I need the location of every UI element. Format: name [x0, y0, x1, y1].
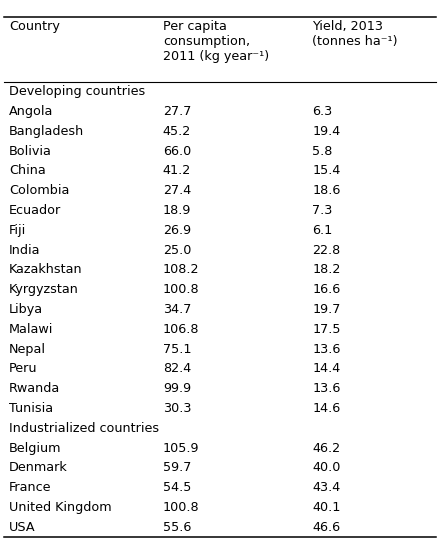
Text: Per capita
consumption,
2011 (kg year⁻¹): Per capita consumption, 2011 (kg year⁻¹): [163, 20, 269, 63]
Text: India: India: [9, 244, 40, 257]
Text: China: China: [9, 164, 46, 178]
Text: 43.4: 43.4: [312, 481, 341, 494]
Text: Colombia: Colombia: [9, 184, 69, 197]
Text: 100.8: 100.8: [163, 283, 199, 296]
Text: 5.8: 5.8: [312, 145, 333, 158]
Text: 17.5: 17.5: [312, 323, 341, 336]
Text: Peru: Peru: [9, 362, 37, 376]
Text: Libya: Libya: [9, 303, 43, 316]
Text: 22.8: 22.8: [312, 244, 341, 257]
Text: 18.9: 18.9: [163, 204, 191, 217]
Text: 75.1: 75.1: [163, 343, 191, 356]
Text: 41.2: 41.2: [163, 164, 191, 178]
Text: 54.5: 54.5: [163, 481, 191, 494]
Text: 18.6: 18.6: [312, 184, 341, 197]
Text: 106.8: 106.8: [163, 323, 199, 336]
Text: 30.3: 30.3: [163, 402, 191, 415]
Text: 82.4: 82.4: [163, 362, 191, 376]
Text: Kyrgyzstan: Kyrgyzstan: [9, 283, 79, 296]
Text: 40.1: 40.1: [312, 501, 341, 514]
Text: 19.7: 19.7: [312, 303, 341, 316]
Text: 13.6: 13.6: [312, 382, 341, 395]
Text: 7.3: 7.3: [312, 204, 333, 217]
Text: Denmark: Denmark: [9, 461, 68, 475]
Text: 18.2: 18.2: [312, 263, 341, 277]
Text: Tunisia: Tunisia: [9, 402, 53, 415]
Text: 16.6: 16.6: [312, 283, 341, 296]
Text: 99.9: 99.9: [163, 382, 191, 395]
Text: 6.3: 6.3: [312, 105, 333, 118]
Text: 45.2: 45.2: [163, 125, 191, 138]
Text: Rwanda: Rwanda: [9, 382, 60, 395]
Text: 19.4: 19.4: [312, 125, 341, 138]
Text: Malawi: Malawi: [9, 323, 53, 336]
Text: Ecuador: Ecuador: [9, 204, 61, 217]
Text: 27.4: 27.4: [163, 184, 191, 197]
Text: Angola: Angola: [9, 105, 53, 118]
Text: 34.7: 34.7: [163, 303, 191, 316]
Text: 59.7: 59.7: [163, 461, 191, 475]
Text: 25.0: 25.0: [163, 244, 191, 257]
Text: Belgium: Belgium: [9, 442, 61, 455]
Text: 26.9: 26.9: [163, 224, 191, 237]
Text: 6.1: 6.1: [312, 224, 333, 237]
Text: 100.8: 100.8: [163, 501, 199, 514]
Text: 46.6: 46.6: [312, 521, 341, 534]
Text: Bolivia: Bolivia: [9, 145, 51, 158]
Text: Yield, 2013
(tonnes ha⁻¹): Yield, 2013 (tonnes ha⁻¹): [312, 20, 398, 48]
Text: Bangladesh: Bangladesh: [9, 125, 84, 138]
Text: United Kingdom: United Kingdom: [9, 501, 111, 514]
Text: Kazakhstan: Kazakhstan: [9, 263, 82, 277]
Text: 46.2: 46.2: [312, 442, 341, 455]
Text: 14.4: 14.4: [312, 362, 341, 376]
Text: 14.6: 14.6: [312, 402, 341, 415]
Text: 55.6: 55.6: [163, 521, 191, 534]
Text: France: France: [9, 481, 51, 494]
Text: Country: Country: [9, 20, 60, 33]
Text: 108.2: 108.2: [163, 263, 199, 277]
Text: Industrialized countries: Industrialized countries: [9, 422, 159, 435]
Text: USA: USA: [9, 521, 36, 534]
Text: Nepal: Nepal: [9, 343, 46, 356]
Text: 66.0: 66.0: [163, 145, 191, 158]
Text: 40.0: 40.0: [312, 461, 341, 475]
Text: 105.9: 105.9: [163, 442, 199, 455]
Text: Developing countries: Developing countries: [9, 85, 145, 98]
Text: 15.4: 15.4: [312, 164, 341, 178]
Text: 13.6: 13.6: [312, 343, 341, 356]
Text: 27.7: 27.7: [163, 105, 191, 118]
Text: Fiji: Fiji: [9, 224, 26, 237]
